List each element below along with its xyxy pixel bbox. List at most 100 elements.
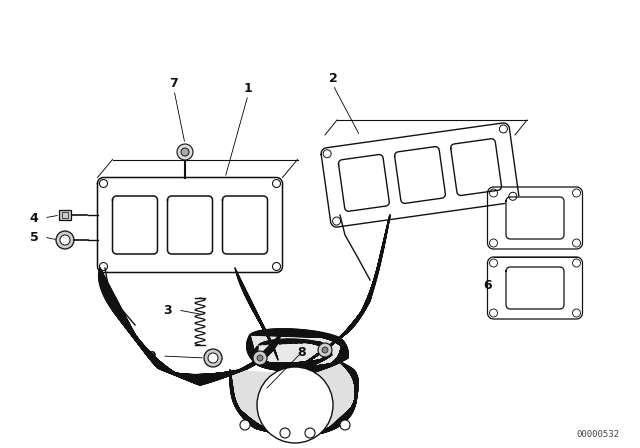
Polygon shape [231,369,357,434]
Polygon shape [248,333,348,369]
Polygon shape [113,196,157,254]
Polygon shape [247,330,346,367]
Polygon shape [232,368,357,433]
Polygon shape [231,369,357,433]
Polygon shape [231,369,357,433]
Polygon shape [250,329,342,371]
Polygon shape [230,370,356,434]
Polygon shape [230,372,356,435]
Polygon shape [251,330,341,371]
Text: 4: 4 [29,211,38,224]
Circle shape [305,428,315,438]
Polygon shape [247,330,347,367]
Polygon shape [249,329,342,371]
Polygon shape [230,374,357,436]
Polygon shape [232,366,358,434]
Text: 00000532: 00000532 [577,430,620,439]
Polygon shape [230,373,356,435]
Polygon shape [247,331,347,367]
Polygon shape [230,371,356,435]
Text: 7: 7 [170,77,179,90]
Polygon shape [251,334,348,372]
Polygon shape [230,374,357,436]
Polygon shape [230,375,356,435]
Polygon shape [249,336,348,371]
Polygon shape [248,334,348,369]
Polygon shape [234,364,358,435]
Polygon shape [247,331,347,367]
Polygon shape [233,366,358,434]
Polygon shape [250,336,348,371]
Polygon shape [506,197,564,239]
Polygon shape [230,374,356,435]
Polygon shape [255,332,344,372]
Polygon shape [254,332,344,372]
Polygon shape [248,329,344,370]
Bar [59,210,71,220]
Polygon shape [251,330,341,371]
Polygon shape [230,371,356,435]
Polygon shape [232,368,357,433]
Polygon shape [233,365,358,435]
Polygon shape [247,329,345,368]
Polygon shape [233,365,358,435]
Polygon shape [230,375,356,435]
Text: 3: 3 [164,303,172,316]
Polygon shape [247,331,348,367]
Polygon shape [230,370,358,436]
Polygon shape [253,333,346,372]
Polygon shape [506,267,564,309]
Polygon shape [230,371,358,436]
Polygon shape [230,374,356,435]
Polygon shape [234,363,358,435]
Circle shape [181,148,189,156]
Polygon shape [254,332,345,372]
Polygon shape [249,336,348,370]
Polygon shape [230,371,356,435]
Polygon shape [230,373,356,435]
Polygon shape [248,329,343,370]
Polygon shape [235,362,358,436]
Polygon shape [232,367,357,433]
Polygon shape [250,329,342,371]
Polygon shape [230,372,356,435]
Polygon shape [231,370,356,434]
Polygon shape [254,332,344,372]
Polygon shape [247,329,345,369]
Polygon shape [234,364,358,435]
Polygon shape [247,330,346,368]
Polygon shape [248,332,348,368]
Polygon shape [230,370,358,436]
Polygon shape [230,373,356,435]
Polygon shape [247,330,346,367]
Polygon shape [249,329,342,370]
Text: 6: 6 [484,279,492,292]
Polygon shape [252,331,342,372]
Circle shape [204,349,222,367]
Polygon shape [248,329,344,370]
Polygon shape [232,367,357,433]
Polygon shape [247,329,346,368]
Circle shape [257,355,263,361]
Polygon shape [232,366,358,434]
Polygon shape [248,329,344,369]
Polygon shape [230,373,357,436]
Polygon shape [232,366,358,434]
Polygon shape [230,370,358,436]
Text: 5: 5 [29,231,38,244]
Polygon shape [248,332,348,368]
Polygon shape [230,372,356,435]
Polygon shape [248,333,348,369]
Polygon shape [250,329,342,371]
Polygon shape [252,330,341,371]
Polygon shape [233,365,358,435]
Polygon shape [230,374,356,435]
Polygon shape [247,332,348,367]
Polygon shape [230,370,356,434]
Polygon shape [250,335,348,372]
Polygon shape [230,375,356,435]
Polygon shape [339,155,389,211]
Polygon shape [247,329,345,369]
Polygon shape [234,364,358,435]
Polygon shape [230,371,356,434]
